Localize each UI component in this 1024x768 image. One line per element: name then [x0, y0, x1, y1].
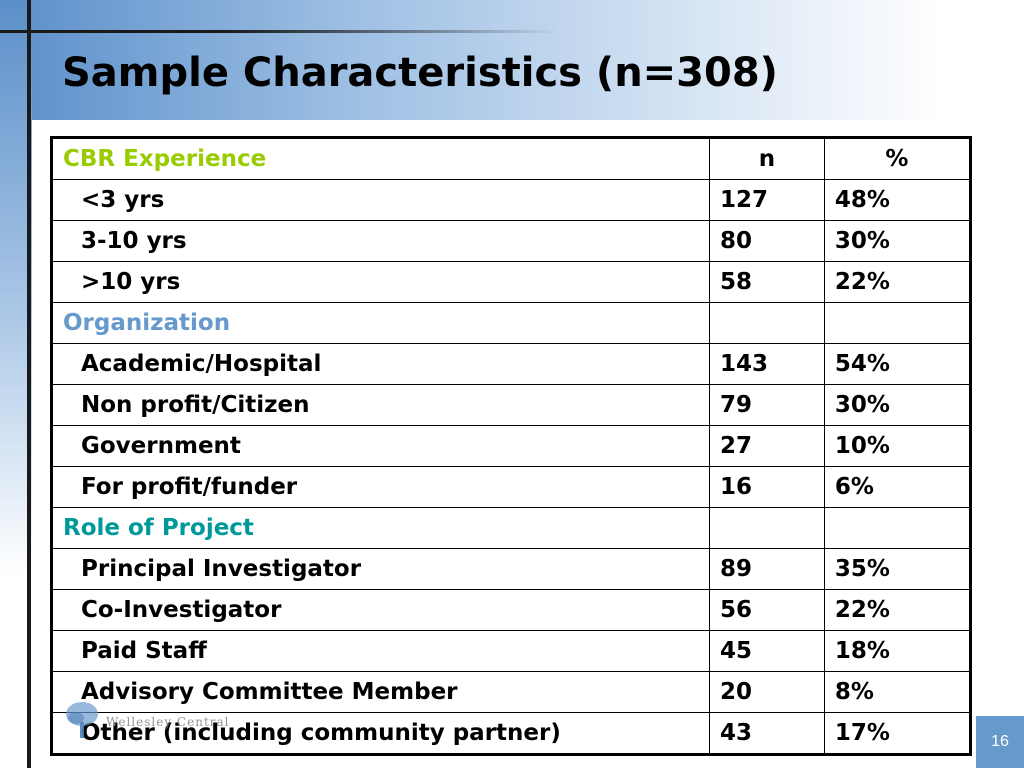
row-label: Principal Investigator	[51, 548, 710, 590]
row-percent: 6%	[823, 466, 972, 508]
table-row: Other (including community partner) 43 1…	[51, 712, 972, 755]
row-percent: 17%	[823, 712, 972, 755]
row-n: 80	[709, 220, 825, 262]
row-label: >10 yrs	[51, 261, 710, 303]
header-gradient	[0, 0, 1024, 120]
logo-text: Wellesley Central	[106, 715, 230, 729]
row-n: 79	[709, 384, 825, 426]
row-label: Academic/Hospital	[51, 343, 710, 385]
page-number: 16	[976, 716, 1024, 768]
row-percent: 8%	[823, 671, 972, 713]
row-n: 143	[709, 343, 825, 385]
row-label: Paid Staff	[51, 630, 710, 672]
row-n: 43	[709, 712, 825, 755]
row-percent: 18%	[823, 630, 972, 672]
row-percent: 30%	[823, 220, 972, 262]
left-gradient	[0, 0, 32, 768]
table-row: Non profit/Citizen 79 30%	[51, 384, 972, 426]
row-label: Co-Investigator	[51, 589, 710, 631]
row-n: 56	[709, 589, 825, 631]
row-n-empty	[709, 507, 825, 549]
table-row: Paid Staff 45 18%	[51, 630, 972, 672]
table-row: Principal Investigator 89 35%	[51, 548, 972, 590]
row-n-empty	[709, 302, 825, 344]
characteristics-table: CBR Experience n % <3 yrs 127 48% 3-10 y…	[50, 136, 972, 756]
column-header-n: n	[709, 137, 825, 180]
row-percent: 30%	[823, 384, 972, 426]
table-row: For profit/funder 16 6%	[51, 466, 972, 508]
table-row: Government 27 10%	[51, 425, 972, 467]
row-n: 16	[709, 466, 825, 508]
section-row-role-of-project: Role of Project	[51, 507, 972, 549]
slide-title: Sample Characteristics (n=308)	[62, 50, 778, 96]
table-row: 3-10 yrs 80 30%	[51, 220, 972, 262]
row-label: Non profit/Citizen	[51, 384, 710, 426]
row-n: 89	[709, 548, 825, 590]
row-percent: 22%	[823, 261, 972, 303]
table-row: <3 yrs 127 48%	[51, 179, 972, 221]
table-row: Advisory Committee Member 20 8%	[51, 671, 972, 713]
table-row: Co-Investigator 56 22%	[51, 589, 972, 631]
table-row: Academic/Hospital 143 54%	[51, 343, 972, 385]
row-label: Other (including community partner)	[51, 712, 710, 755]
table-header-row: CBR Experience n %	[51, 137, 972, 180]
row-label: Advisory Committee Member	[51, 671, 710, 713]
row-n: 27	[709, 425, 825, 467]
row-label: Government	[51, 425, 710, 467]
row-percent-empty	[823, 302, 972, 344]
row-percent: 10%	[823, 425, 972, 467]
row-label: 3-10 yrs	[51, 220, 710, 262]
table-row: >10 yrs 58 22%	[51, 261, 972, 303]
row-n: 127	[709, 179, 825, 221]
section-heading-cbr-experience: CBR Experience	[51, 137, 710, 180]
row-label: For profit/funder	[51, 466, 710, 508]
section-heading-organization: Organization	[51, 302, 710, 344]
row-n: 20	[709, 671, 825, 713]
horizontal-rule	[0, 30, 560, 33]
row-percent: 48%	[823, 179, 972, 221]
row-percent-empty	[823, 507, 972, 549]
tree-icon	[64, 700, 100, 744]
row-n: 58	[709, 261, 825, 303]
row-percent: 54%	[823, 343, 972, 385]
column-header-percent: %	[823, 137, 972, 180]
section-row-organization: Organization	[51, 302, 972, 344]
row-n: 45	[709, 630, 825, 672]
section-heading-role-of-project: Role of Project	[51, 507, 710, 549]
wellesley-central-logo: Wellesley Central	[64, 700, 230, 744]
row-label: <3 yrs	[51, 179, 710, 221]
vertical-rule	[27, 0, 31, 768]
row-percent: 22%	[823, 589, 972, 631]
row-percent: 35%	[823, 548, 972, 590]
